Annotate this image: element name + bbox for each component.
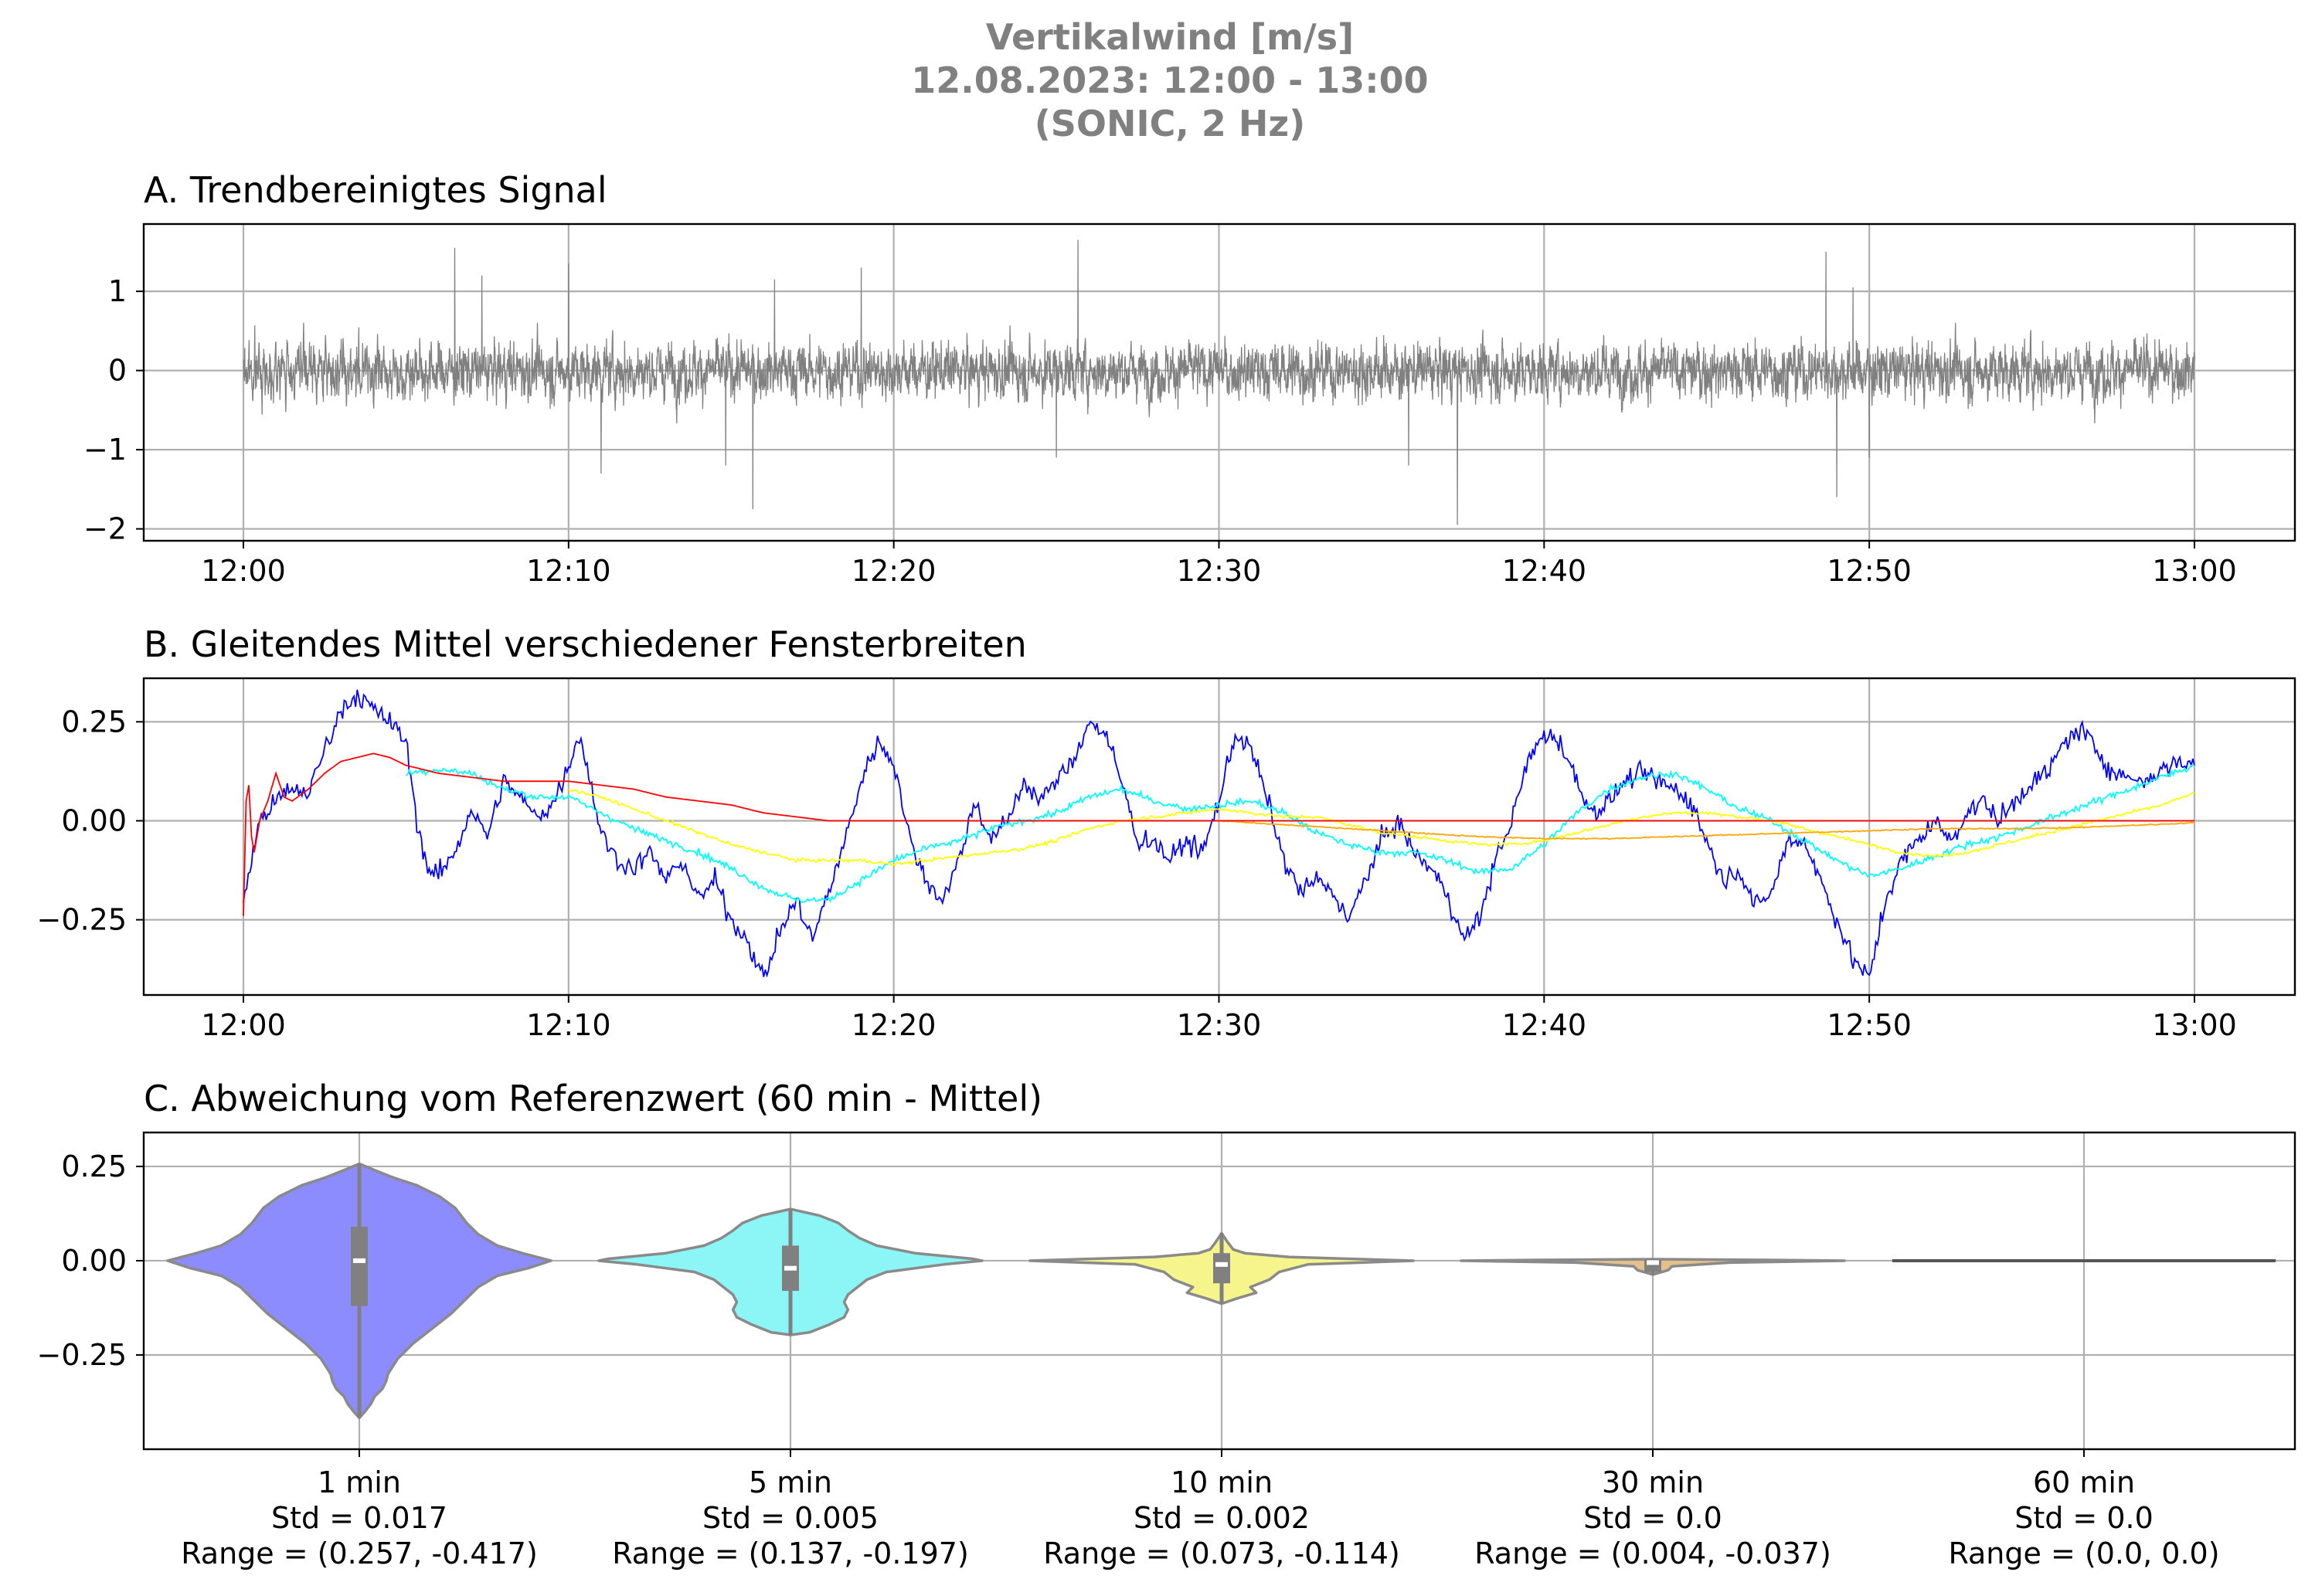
panel-b-x-tick-label: 12:40 xyxy=(1502,1008,1587,1042)
panel-a-x-tick-label: 12:10 xyxy=(526,554,611,588)
panel-a-x-tick-label: 13:00 xyxy=(2152,554,2237,588)
panel-a-x-tick-label: 12:30 xyxy=(1177,554,1262,588)
violin-5min-range-label: Range = (0.137, -0.197) xyxy=(612,1537,969,1571)
violin-1min-iqr-box xyxy=(351,1227,368,1306)
ma-30min-line xyxy=(1219,820,2195,840)
violin-1min-std-label: Std = 0.017 xyxy=(271,1501,447,1535)
violin-10min-range-label: Range = (0.073, -0.114) xyxy=(1043,1537,1400,1571)
ma-1min-line xyxy=(243,689,2195,978)
violin-1min xyxy=(166,1162,552,1420)
panel-b-title: B. Gleitendes Mittel verschiedener Fenst… xyxy=(144,623,1027,665)
violin-10min-median xyxy=(1215,1262,1228,1267)
panel-c-y-tick-label: −0.25 xyxy=(37,1338,127,1372)
figure-title-line-3: (SONIC, 2 Hz) xyxy=(1035,103,1305,144)
signal-line xyxy=(243,239,2195,525)
panel-c-y-tick-label: 0.00 xyxy=(61,1244,127,1278)
violin-30min-std-label: Std = 0.0 xyxy=(1583,1501,1722,1535)
violin-10min-iqr-box xyxy=(1213,1253,1230,1284)
panel-c-frame xyxy=(142,1131,2296,1451)
violin-60min-range-label: Range = (0.0, 0.0) xyxy=(1948,1537,2219,1571)
panel-b-x-tick-label: 12:20 xyxy=(852,1008,937,1042)
violin-30min-median xyxy=(1647,1260,1659,1265)
ma-10min-line xyxy=(568,789,2195,867)
panel-a-y-tick-label: 1 xyxy=(108,274,127,308)
panel-a-x-tick-label: 12:20 xyxy=(852,554,937,588)
violin-1min-range-label: Range = (0.257, -0.417) xyxy=(181,1537,538,1571)
panel-a-x-tick-label: 12:50 xyxy=(1827,554,1912,588)
panel-b-x-tick-label: 12:00 xyxy=(201,1008,286,1042)
ma-60min-line xyxy=(243,752,2194,916)
violin-10min-std-label: Std = 0.002 xyxy=(1134,1501,1310,1535)
panel-b-y-tick-label: 0.25 xyxy=(61,705,127,739)
violin-1min-median xyxy=(353,1258,365,1263)
panel-b-x-tick-label: 12:50 xyxy=(1827,1008,1912,1042)
panel-b-x-tick-label: 12:10 xyxy=(526,1008,611,1042)
panel-b-x-tick-label: 13:00 xyxy=(2152,1008,2237,1042)
violin-10min-label: 10 min xyxy=(1171,1465,1273,1499)
panel-b-moving-average-chart: 12:00 12:10 12:20 12:30 12:40 12:50 13:00 0.25 0… xyxy=(37,677,2296,1042)
violin-30min-label: 30 min xyxy=(1602,1465,1704,1499)
violin-5min-std-label: Std = 0.005 xyxy=(702,1501,879,1535)
figure-title-line-2: 12.08.2023: 12:00 - 13:00 xyxy=(911,59,1428,101)
panel-a-y-tick-label: 0 xyxy=(108,354,127,388)
panel-a-y-tick-label: −2 xyxy=(83,512,127,546)
panel-a-frame xyxy=(142,222,2296,542)
violin-5min xyxy=(597,1207,984,1336)
violin-10min xyxy=(1028,1231,1415,1306)
panel-a-x-tick-label: 12:00 xyxy=(201,554,286,588)
violin-5min-median xyxy=(784,1265,797,1271)
panel-c-title: C. Abweichung vom Referenzwert (60 min -… xyxy=(144,1078,1042,1119)
violin-30min-range-label: Range = (0.004, -0.037) xyxy=(1474,1537,1831,1571)
violin-60min-std-label: Std = 0.0 xyxy=(2014,1501,2154,1535)
panel-a-signal-chart: 12:00 12:10 12:20 12:30 12:40 12:50 13:00 1 0 −1 −… xyxy=(83,222,2296,588)
panel-b-x-tick-label: 12:30 xyxy=(1177,1008,1262,1042)
panel-c-y-tick-label: 0.25 xyxy=(61,1149,127,1183)
violin-1min-label: 1 min xyxy=(318,1465,401,1499)
panel-b-frame xyxy=(142,677,2296,997)
figure-title-line-1: Vertikalwind [m/s] xyxy=(986,16,1354,58)
panel-b-y-tick-label: −0.25 xyxy=(37,903,127,937)
panel-a-y-tick-label: −1 xyxy=(83,433,127,467)
violin-5min-label: 5 min xyxy=(749,1465,832,1499)
violin-30min xyxy=(1460,1258,1846,1276)
panel-a-title: A. Trendbereinigtes Signal xyxy=(144,169,607,211)
panel-b-y-tick-label: 0.00 xyxy=(61,804,127,838)
violin-60min-label: 60 min xyxy=(2033,1465,2135,1499)
panel-a-x-tick-label: 12:40 xyxy=(1502,554,1587,588)
ma-5min-line xyxy=(405,764,2195,903)
